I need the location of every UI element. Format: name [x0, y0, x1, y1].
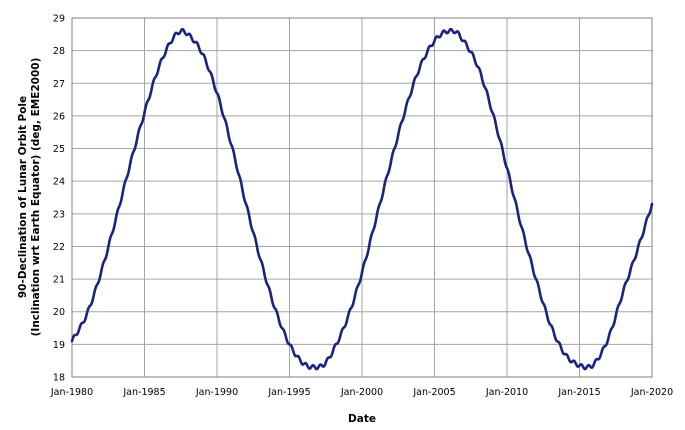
y-tick-label: 29	[53, 14, 65, 25]
y-tick-label: 27	[53, 79, 65, 90]
x-tick-label: Jan-2020	[630, 387, 673, 398]
y-tick-label: 24	[53, 177, 65, 188]
y-tick-label: 18	[53, 373, 65, 384]
x-tick-label: Jan-1980	[50, 387, 93, 398]
x-tick-labels: Jan-1980 Jan-1985 Jan-1990 Jan-1995 Jan-2000…	[50, 387, 673, 398]
x-tick-label: Jan-2000	[340, 387, 383, 398]
x-tick-label: Jan-1985	[122, 387, 165, 398]
x-tick-label: Jan-2005	[412, 387, 455, 398]
y-axis-title: 90-Declination of Lunar Orbit Pole (Incl…	[17, 58, 42, 337]
gridlines	[71, 17, 653, 378]
y-tick-label: 19	[53, 340, 65, 351]
y-tick-label: 25	[53, 144, 65, 155]
x-tick-label: Jan-1995	[267, 387, 310, 398]
y-tick-label: 20	[53, 307, 65, 318]
plot-frame	[71, 17, 653, 378]
y-tick-label: 26	[53, 111, 65, 122]
x-tick-label: Jan-1990	[195, 387, 238, 398]
y-axis-title-line-2: (Inclination wrt Earth Equator) (deg, EM…	[30, 58, 42, 337]
y-tick-label: 21	[53, 275, 65, 286]
y-axis-title-line-1: 90-Declination of Lunar Orbit Pole	[17, 96, 29, 298]
y-tick-label: 22	[53, 242, 65, 253]
series-line	[70, 27, 654, 371]
y-tick-label: 23	[53, 209, 65, 220]
x-tick-label: Jan-2010	[485, 387, 528, 398]
series-layer	[70, 27, 654, 371]
x-tick-label: Jan-2015	[557, 387, 600, 398]
x-axis-title: Date	[348, 413, 376, 425]
y-tick-label: 28	[53, 46, 65, 57]
y-tick-labels: 18 19 20 21 22 23 24 25 26 27 28 29	[53, 14, 65, 384]
